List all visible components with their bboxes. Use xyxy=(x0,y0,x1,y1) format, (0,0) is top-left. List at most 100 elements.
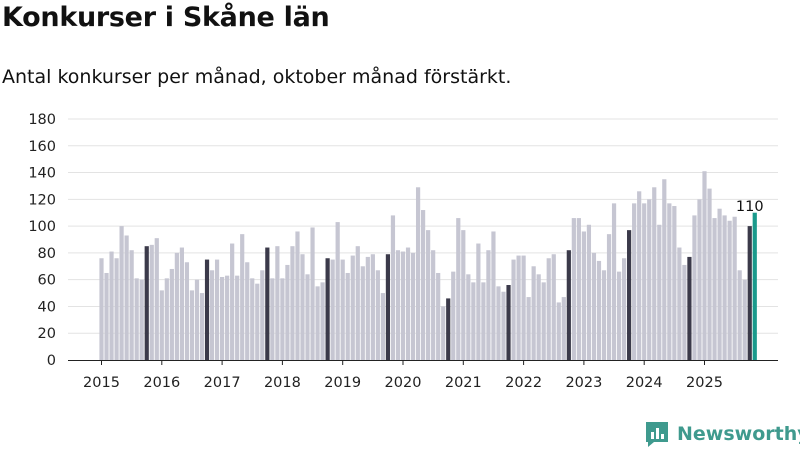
bar xyxy=(461,230,466,360)
bar xyxy=(270,278,275,360)
bar xyxy=(526,297,531,360)
bar xyxy=(109,251,114,360)
bar xyxy=(119,226,124,360)
x-tick-label: 2017 xyxy=(204,375,241,391)
bar xyxy=(350,255,355,360)
bar xyxy=(365,256,370,360)
bar xyxy=(647,199,652,360)
bar xyxy=(260,270,265,360)
x-tick-label: 2015 xyxy=(83,375,120,391)
y-tick-label: 160 xyxy=(28,139,56,155)
bar xyxy=(627,230,632,360)
y-tick-label: 80 xyxy=(38,246,56,262)
bar xyxy=(240,234,245,360)
bar xyxy=(169,268,174,360)
bar xyxy=(340,259,345,360)
axes xyxy=(68,360,778,365)
y-tick-label: 40 xyxy=(38,299,56,315)
bar xyxy=(536,274,541,360)
bar xyxy=(275,246,280,360)
bar xyxy=(561,297,566,360)
bar xyxy=(581,231,586,360)
bar xyxy=(220,276,225,360)
bar xyxy=(209,270,215,360)
bar xyxy=(446,298,451,360)
labels: 0 20 40 60 80 100 120 140 160 180 2015 2016 2017 2018… xyxy=(28,112,763,391)
bar xyxy=(114,258,119,360)
bar xyxy=(421,210,426,360)
x-tick-label: 2023 xyxy=(565,375,602,391)
bar xyxy=(255,283,260,360)
bar xyxy=(390,215,396,360)
bar xyxy=(320,282,325,360)
y-tick-label: 140 xyxy=(28,166,56,182)
bar xyxy=(466,274,471,360)
bar xyxy=(687,256,692,360)
bar xyxy=(265,247,270,360)
bar xyxy=(400,251,406,360)
bar xyxy=(496,286,501,360)
bar xyxy=(415,187,421,360)
y-tick-label: 0 xyxy=(47,353,56,369)
bar xyxy=(662,179,667,360)
bar xyxy=(471,282,476,360)
bar xyxy=(214,259,220,360)
bar xyxy=(451,271,456,360)
bar xyxy=(747,226,752,360)
bar xyxy=(300,254,305,360)
x-tick-label: 2022 xyxy=(505,375,542,391)
bar xyxy=(355,246,360,360)
bar xyxy=(657,224,662,360)
bar xyxy=(516,255,521,360)
data-label-latest: 110 xyxy=(736,199,764,215)
bar xyxy=(164,278,169,360)
bar xyxy=(345,272,350,360)
bar xyxy=(652,187,657,360)
newsworthy-logo-icon xyxy=(646,422,668,447)
bar xyxy=(727,220,732,360)
bar xyxy=(335,222,340,360)
bar xyxy=(677,247,682,360)
bar xyxy=(250,278,255,360)
bars xyxy=(99,171,757,360)
bar xyxy=(622,258,627,360)
bar xyxy=(395,250,401,360)
bar xyxy=(184,262,190,360)
chart-subtitle: Antal konkurser per månad, oktober månad… xyxy=(2,66,512,88)
bar xyxy=(717,208,722,360)
bar xyxy=(521,255,526,360)
bar xyxy=(245,262,250,360)
bar xyxy=(330,259,335,360)
bar xyxy=(481,282,486,360)
bar xyxy=(616,271,622,360)
bar xyxy=(606,234,612,360)
y-tick-label: 180 xyxy=(28,112,56,128)
bar xyxy=(431,250,436,360)
bar xyxy=(174,252,179,360)
brand-name: Newsworthy xyxy=(677,423,800,445)
bar xyxy=(591,252,597,360)
y-tick-label: 120 xyxy=(28,192,56,208)
bar xyxy=(571,218,576,360)
bar xyxy=(436,272,441,360)
bar xyxy=(189,290,195,360)
bar xyxy=(325,258,330,360)
bar xyxy=(149,244,154,360)
y-tick-label: 20 xyxy=(38,326,56,342)
bar xyxy=(104,272,109,360)
bar xyxy=(99,258,104,360)
bar xyxy=(159,290,164,360)
bar xyxy=(154,238,159,360)
bar xyxy=(204,259,210,360)
bar xyxy=(179,247,184,360)
bar xyxy=(129,250,134,360)
bar xyxy=(139,279,144,360)
bar xyxy=(295,231,300,360)
bar xyxy=(732,216,737,360)
x-tick-label: 2019 xyxy=(324,375,361,391)
x-tick-label: 2020 xyxy=(385,375,422,391)
bar xyxy=(491,231,496,360)
bar xyxy=(501,291,506,360)
bar xyxy=(642,203,647,360)
bar xyxy=(541,282,546,360)
